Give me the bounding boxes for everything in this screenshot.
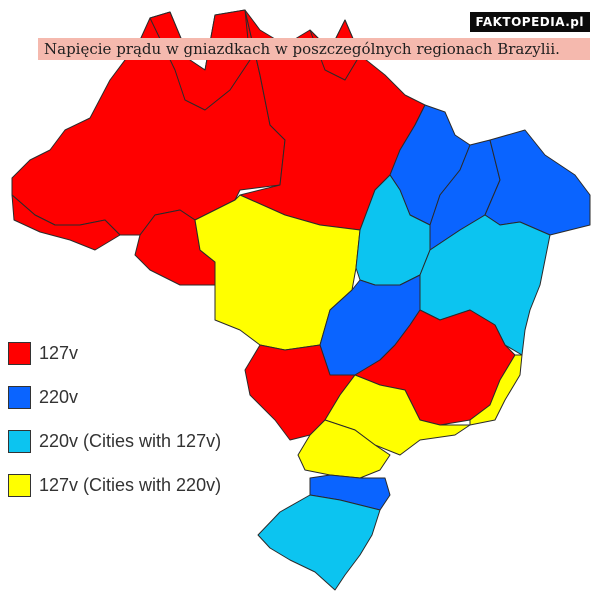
legend-item-220v: 220v [8,386,221,409]
legend-label: 220v [39,387,79,407]
state-espirito-santo [469,354,523,426]
legend-swatch [8,342,31,365]
legend-swatch [8,430,31,453]
map-legend: 127v 220v 220v (Cities with 127v) 127v (… [8,342,221,518]
legend-swatch [8,474,31,497]
state-parana [297,419,391,479]
legend-item-127v: 127v [8,342,221,365]
legend-item-220v-cities-127v: 220v (Cities with 127v) [8,430,221,453]
state-ceara [484,129,591,236]
legend-swatch [8,386,31,409]
state-rio-grande-do-sul [257,494,381,591]
legend-label: 127v [39,343,79,363]
watermark-logo: FAKTOPEDIA.pl [469,12,590,32]
legend-label: 220v (Cities with 127v) [39,431,222,451]
legend-label: 127v (Cities with 220v) [39,475,222,495]
page-caption: Napięcie prądu w gniazdkach w poszczegól… [38,38,590,60]
state-acre [11,194,121,251]
legend-item-127v-cities-220v: 127v (Cities with 220v) [8,474,221,497]
